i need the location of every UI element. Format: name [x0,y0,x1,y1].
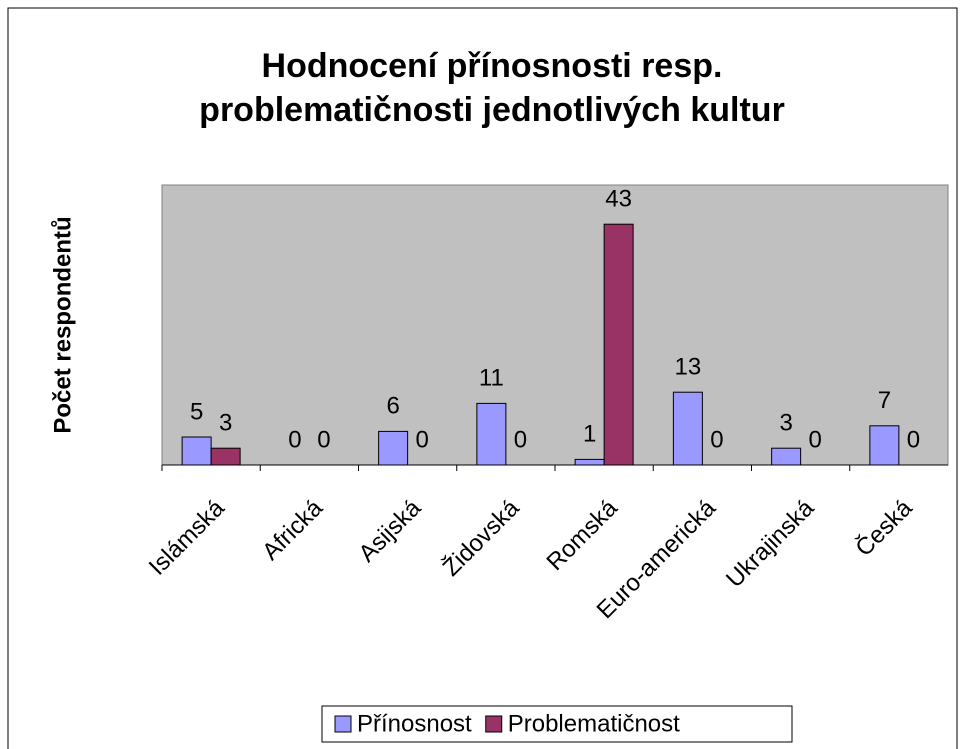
chart-title: problematičnosti jednotlivých kultur [199,91,785,129]
bar [210,447,241,466]
data-label: 1 [583,421,596,448]
data-label: 11 [479,365,504,392]
legend-swatch [485,715,503,733]
data-label: 0 [514,426,527,453]
legend-box [321,705,793,743]
legend-swatch [334,715,352,733]
data-label: 3 [779,410,792,437]
bar [574,458,605,466]
data-label: 3 [219,410,232,437]
data-label: 13 [675,354,702,381]
plot-area [161,184,949,466]
bar [869,425,900,466]
legend-label: Přínosnost [357,710,472,737]
bar [672,391,703,466]
data-label: 0 [288,426,301,453]
bar [603,223,634,466]
data-label: 7 [878,387,891,414]
bar [476,402,507,466]
y-axis-label: Počet respondentů [49,216,76,433]
legend-label: Problematičnost [508,710,680,737]
bar [378,430,409,466]
bar [771,447,802,466]
data-label: 0 [415,426,428,453]
data-label: 43 [605,186,632,213]
data-label: 0 [317,426,330,453]
chart-title: Hodnocení přínosnosti resp. [262,47,723,85]
data-label: 0 [808,426,821,453]
data-label: 5 [190,398,203,425]
data-label: 0 [710,426,723,453]
data-label: 0 [907,426,920,453]
data-label: 6 [386,393,399,420]
bar [181,436,212,466]
